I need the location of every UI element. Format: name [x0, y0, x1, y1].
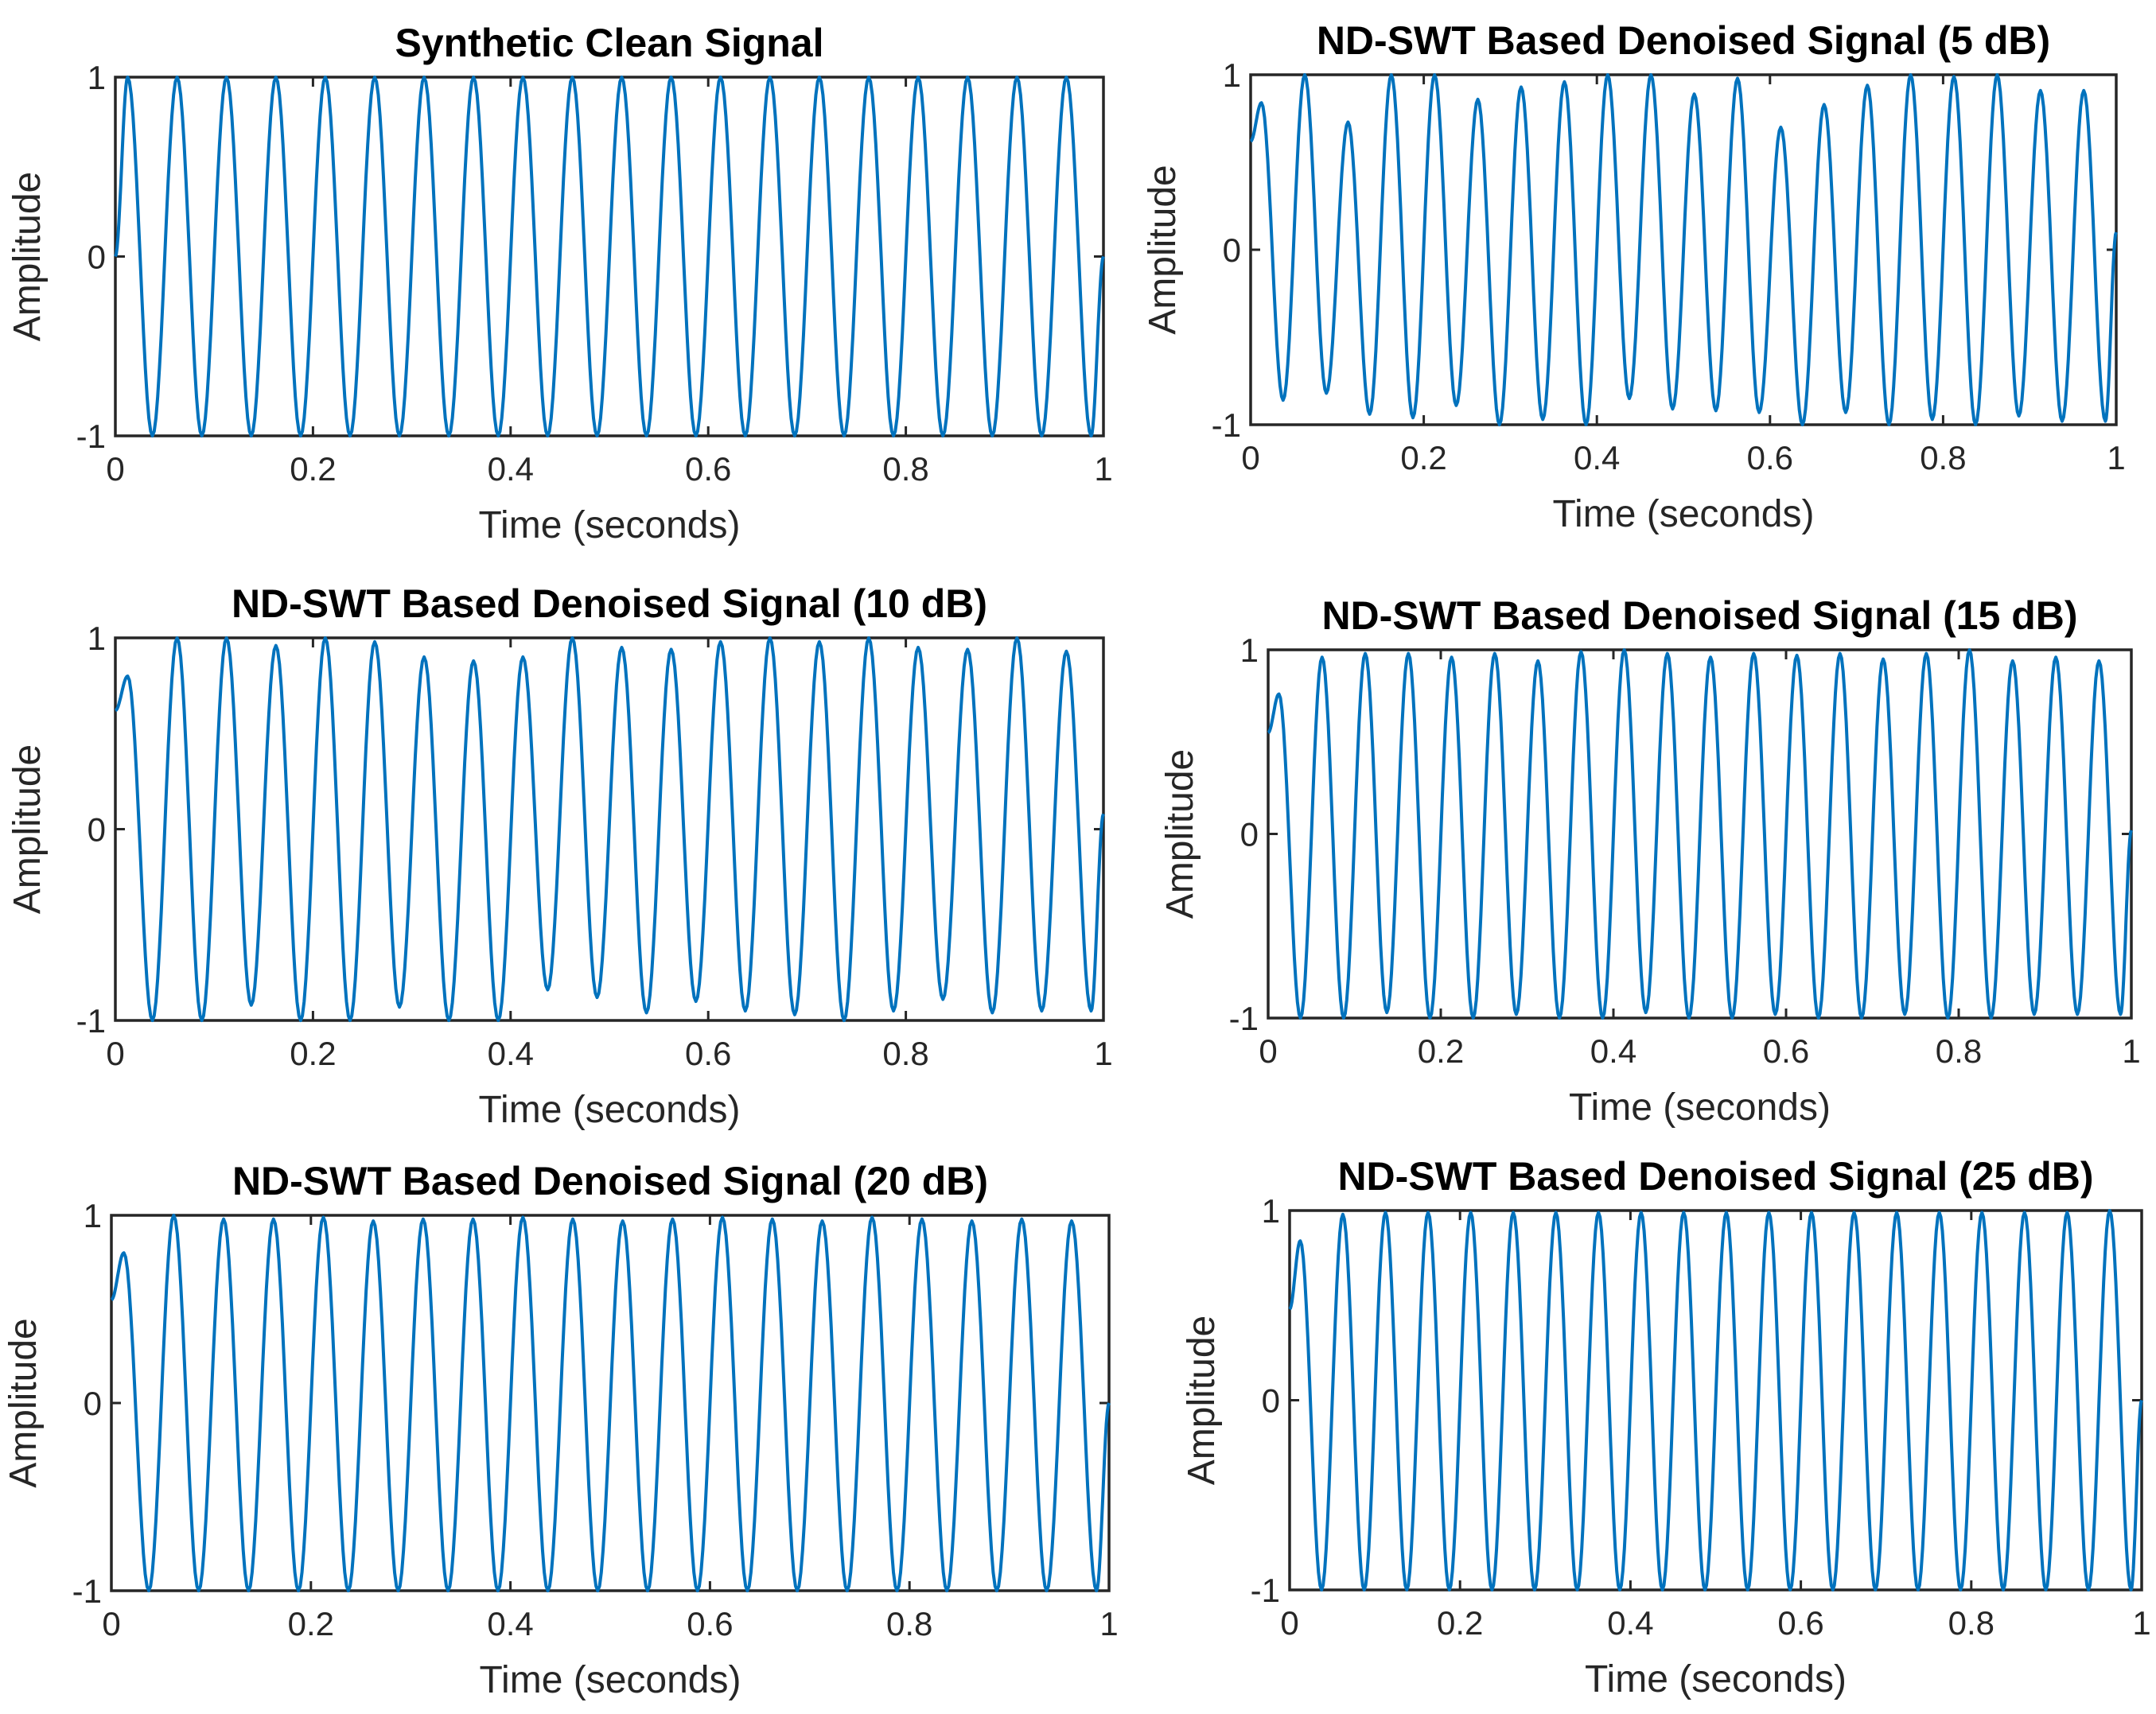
x-tick-label: 0.6: [1763, 1032, 1809, 1070]
y-tick-label: 1: [1223, 56, 1241, 94]
x-tick-label: 0.4: [1574, 439, 1620, 476]
x-tick-label: 1: [2107, 439, 2125, 476]
x-tick-label: 0.8: [886, 1605, 932, 1642]
x-axis-label: Time (seconds): [479, 1089, 741, 1131]
x-tick-label: 0.6: [685, 450, 731, 488]
x-tick-label: 0.2: [288, 1605, 334, 1642]
y-axis-label: Amplitude: [1181, 1316, 1223, 1485]
x-tick-label: 0.4: [488, 1035, 534, 1072]
x-tick-label: 1: [1094, 450, 1112, 488]
x-tick-label: 0.2: [290, 450, 336, 488]
y-axis-label: Amplitude: [1159, 749, 1201, 919]
x-tick-label: 0.8: [882, 1035, 928, 1072]
x-tick-label: 0.2: [290, 1035, 336, 1072]
x-tick-label: 0.4: [1590, 1032, 1636, 1070]
x-tick-label: 0.2: [1437, 1604, 1483, 1642]
x-tick-label: 0.4: [1607, 1604, 1653, 1642]
x-tick-label: 0.2: [1418, 1032, 1464, 1070]
x-axis-label: Time (seconds): [1553, 493, 1815, 535]
y-tick-label: 1: [88, 59, 106, 96]
signal-line: [115, 636, 1105, 1022]
signal-line: [110, 1214, 1111, 1592]
x-tick-label: 1: [2122, 1032, 2140, 1070]
x-tick-label: 0.8: [882, 450, 928, 488]
x-tick-label: 0.8: [1920, 439, 1966, 476]
y-tick-label: 0: [84, 1385, 102, 1422]
x-tick-label: 0: [102, 1605, 120, 1642]
x-tick-label: 0.6: [687, 1605, 733, 1642]
y-tick-label: 0: [88, 811, 106, 849]
y-tick-label: -1: [1212, 406, 1241, 444]
subplot-title: ND-SWT Based Denoised Signal (10 dB): [232, 581, 987, 626]
y-axis-label: Amplitude: [1142, 165, 1184, 334]
x-tick-label: 0: [106, 450, 124, 488]
y-tick-label: 0: [88, 239, 106, 276]
y-tick-label: 0: [1262, 1382, 1280, 1420]
x-tick-label: 0.6: [1747, 439, 1793, 476]
y-tick-label: -1: [76, 418, 106, 455]
y-tick-label: 0: [1240, 816, 1259, 853]
x-tick-label: 0: [106, 1035, 124, 1072]
y-tick-label: 1: [1262, 1192, 1280, 1230]
x-axis-label: Time (seconds): [480, 1659, 741, 1701]
y-tick-label: 1: [84, 1197, 102, 1234]
signal-line: [1267, 648, 2133, 1020]
y-tick-label: 1: [1240, 632, 1259, 669]
subplot-title: ND-SWT Based Denoised Signal (5 dB): [1317, 18, 2050, 63]
x-tick-label: 0.2: [1400, 439, 1446, 476]
signal-line: [114, 76, 1105, 437]
y-tick-label: 0: [1223, 231, 1241, 269]
x-tick-label: 0: [1280, 1604, 1298, 1642]
signal-line: [1249, 73, 2118, 426]
subplot-title: ND-SWT Based Denoised Signal (25 dB): [1337, 1154, 2093, 1199]
x-tick-label: 0.6: [1777, 1604, 1823, 1642]
x-tick-label: 0: [1259, 1032, 1277, 1070]
x-tick-label: 0.6: [685, 1035, 731, 1072]
x-tick-label: 1: [2132, 1604, 2150, 1642]
x-tick-label: 0.8: [1948, 1604, 1994, 1642]
subplot-title: ND-SWT Based Denoised Signal (20 dB): [232, 1159, 988, 1203]
subplot-title: Synthetic Clean Signal: [395, 21, 823, 65]
x-tick-label: 1: [1094, 1035, 1112, 1072]
subplot-title: ND-SWT Based Denoised Signal (15 dB): [1321, 593, 2077, 638]
signal-line: [1288, 1209, 2143, 1592]
y-tick-label: -1: [72, 1572, 102, 1610]
x-tick-label: 0.4: [488, 450, 534, 488]
x-tick-label: 0.8: [1936, 1032, 1982, 1070]
x-axis-label: Time (seconds): [1569, 1086, 1831, 1129]
y-tick-label: -1: [76, 1002, 106, 1040]
y-tick-label: 1: [88, 620, 106, 657]
y-axis-label: Amplitude: [6, 744, 49, 914]
y-axis-label: Amplitude: [6, 172, 49, 341]
x-axis-label: Time (seconds): [1585, 1658, 1847, 1700]
y-tick-label: -1: [1229, 1000, 1259, 1037]
y-axis-label: Amplitude: [2, 1318, 45, 1487]
y-tick-label: -1: [1251, 1572, 1280, 1609]
x-tick-label: 0.4: [487, 1605, 533, 1642]
x-tick-label: 1: [1099, 1605, 1118, 1642]
x-tick-label: 0: [1241, 439, 1259, 476]
x-axis-label: Time (seconds): [479, 504, 741, 546]
